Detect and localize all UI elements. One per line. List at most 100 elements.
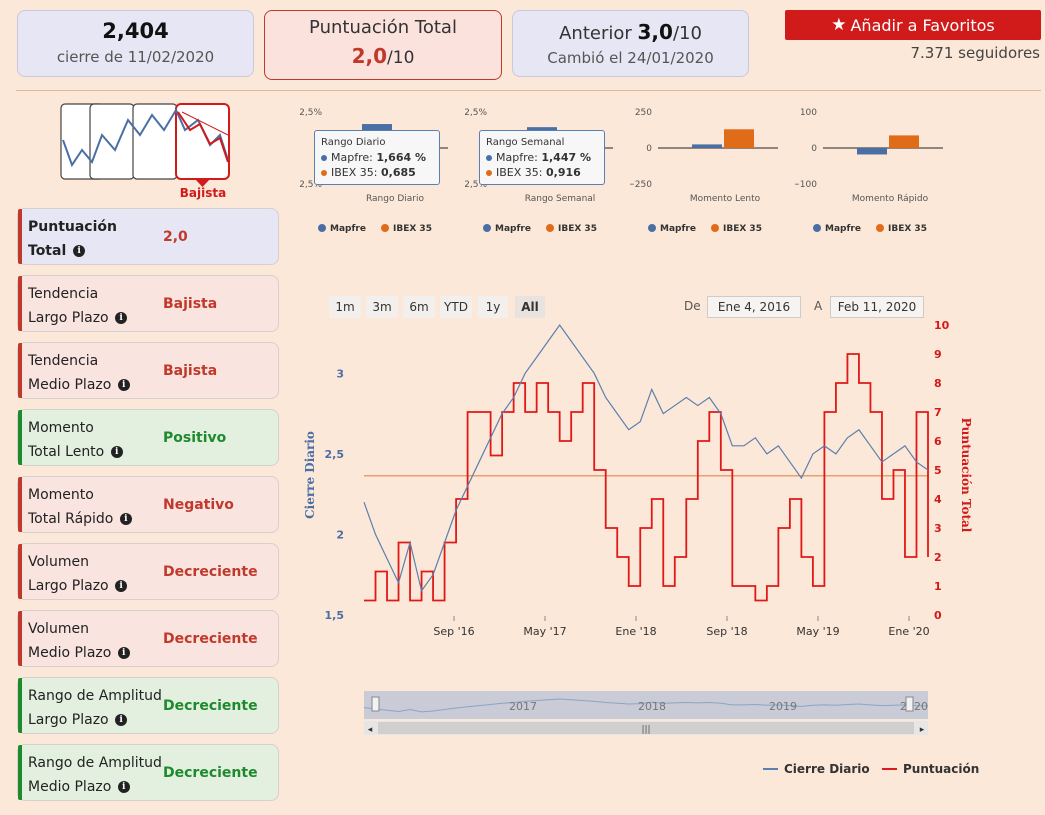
mini-x-label: Rango Diario [366, 194, 425, 204]
right-axis-tick: 6 [934, 435, 942, 448]
metric-label-line2-text: Largo Plazo [28, 578, 109, 594]
navigator-year-label: 2019 [769, 700, 797, 713]
close-value: 2,404 [102, 19, 169, 43]
tooltip-row-ibex: IBEX 35: 0,916 [486, 165, 598, 180]
info-icon[interactable]: i [117, 647, 130, 659]
metric-value: Decreciente [163, 697, 258, 714]
mini-y-tick: −2,5% [300, 180, 322, 190]
main-chart[interactable]: 1,5 2 2,5 3 0 1 2 3 4 5 6 7 8 9 10 Cierre Diario Puntuac… [300, 315, 980, 795]
metric-label-line2-text: Total Lento [28, 444, 105, 460]
range-button-ytd[interactable]: YTD [440, 296, 472, 318]
mini-x-label: Momento Lento [690, 194, 761, 204]
to-label: A [814, 299, 823, 313]
close-label: cierre de 11/02/2020 [56, 48, 215, 66]
mini-tooltip: Rango Semanal Mapfre: 1,447 % IBEX 35: 0,9… [479, 130, 605, 185]
score-title: Puntuación Total [309, 17, 457, 38]
metric-label-line2: Medio Plazo i [28, 775, 178, 799]
previous-changed: Cambió el 24/01/2020 [547, 49, 714, 67]
metric-status-bar [18, 611, 22, 666]
mini-y-tick: 250 [635, 108, 652, 118]
metric-label-line2-text: Largo Plazo [28, 712, 109, 728]
tooltip-value: 1,664 % [376, 151, 426, 164]
metric-value: Decreciente [163, 630, 258, 647]
metric-value: Negativo [163, 496, 234, 513]
metric-value: Positivo [163, 429, 227, 446]
info-icon[interactable]: i [115, 714, 128, 726]
metric-card: Momento Total Rápido i Negativo [17, 476, 279, 533]
range-button-1y[interactable]: 1y [478, 296, 508, 318]
left-axis-title: Cierre Diario [303, 431, 317, 519]
trend-panels-icon [60, 103, 230, 187]
mini-y-tick: 2,5% [300, 108, 322, 118]
x-axis-tick: Ene '18 [615, 625, 656, 638]
metric-label-line1: Rango de Amplitud [28, 688, 162, 704]
scrollbar-thumb [378, 722, 914, 734]
previous-value: 3,0 [637, 20, 673, 44]
metric-status-bar [18, 343, 22, 398]
metric-label-line1: Tendencia [28, 353, 99, 369]
metric-label: Tendencia Medio Plazo i [28, 349, 178, 397]
range-button-all[interactable]: All [515, 296, 545, 318]
right-axis-tick: 0 [934, 609, 942, 622]
metric-status-bar [18, 678, 22, 733]
add-favorites-button[interactable]: ★ Añadir a Favoritos [785, 10, 1041, 40]
info-icon[interactable]: i [117, 379, 130, 391]
previous-label: Anterior [559, 23, 632, 44]
mini-x-label: Rango Semanal [525, 194, 596, 204]
range-button-6m[interactable]: 6m [403, 296, 435, 318]
metric-status-bar [18, 745, 22, 800]
star-icon: ★ [831, 15, 847, 35]
tooltip-value: 0,685 [380, 166, 416, 179]
metric-label-line2: Medio Plazo i [28, 373, 178, 397]
x-axis-tick: May '17 [523, 625, 566, 638]
info-icon[interactable]: i [115, 312, 128, 324]
metric-label: Puntuación Total i [28, 215, 178, 263]
tooltip-title: Rango Diario [321, 137, 386, 148]
score-series-line [364, 353, 929, 602]
to-date-input[interactable]: Feb 11, 2020 [830, 296, 924, 318]
right-axis-tick: 5 [934, 464, 942, 477]
info-icon[interactable]: i [73, 245, 86, 257]
metric-status-bar [18, 410, 22, 465]
right-axis-tick: 3 [934, 522, 942, 535]
previous-line: Anterior 3,0/10 [513, 20, 748, 44]
metric-label-line2-text: Medio Plazo [28, 779, 112, 795]
info-icon[interactable]: i [115, 580, 128, 592]
close-card: 2,404 cierre de 11/02/2020 [17, 10, 254, 77]
metric-card: Volumen Largo Plazo i Decreciente [17, 543, 279, 600]
metric-label-line2: Largo Plazo i [28, 574, 178, 598]
info-icon[interactable]: i [119, 513, 132, 525]
mini-y-tick: −100 [795, 180, 817, 190]
metric-label: Volumen Medio Plazo i [28, 617, 178, 665]
legend-label: Mapfre [825, 224, 861, 234]
left-axis-tick: 1,5 [325, 609, 345, 622]
tooltip-row-mapfre: Mapfre: 1,664 % [321, 150, 433, 165]
legend-dot [381, 224, 389, 232]
add-favorites-label: Añadir a Favoritos [850, 15, 995, 35]
score-line: 2,0/10 [265, 44, 501, 68]
legend-dot [318, 224, 326, 232]
legend-label: Mapfre [660, 224, 696, 234]
price-series-line [363, 323, 929, 593]
mini-x-label: Momento Rápido [852, 194, 929, 204]
from-date-input[interactable]: Ene 4, 2016 [707, 296, 801, 318]
range-button-1m[interactable]: 1m [329, 296, 361, 318]
metric-value: Decreciente [163, 563, 258, 580]
mini-y-tick: −250 [630, 180, 652, 190]
mini-y-tick: 100 [800, 108, 817, 118]
legend-label-score: Puntuación [903, 762, 979, 776]
info-icon[interactable]: i [110, 446, 123, 458]
tooltip-text: IBEX 35: [331, 166, 381, 179]
metric-label-line2-text: Medio Plazo [28, 377, 112, 393]
legend-dot [483, 224, 491, 232]
metric-label-line1: Momento [28, 487, 94, 503]
mini-bar [692, 144, 722, 148]
navigator-year-label: 2017 [509, 700, 537, 713]
range-button-3m[interactable]: 3m [366, 296, 398, 318]
metric-label-line1: Tendencia [28, 286, 99, 302]
info-icon[interactable]: i [117, 781, 130, 793]
right-axis-title: Puntuación Total [959, 418, 973, 533]
metric-label-line1: Volumen [28, 554, 89, 570]
